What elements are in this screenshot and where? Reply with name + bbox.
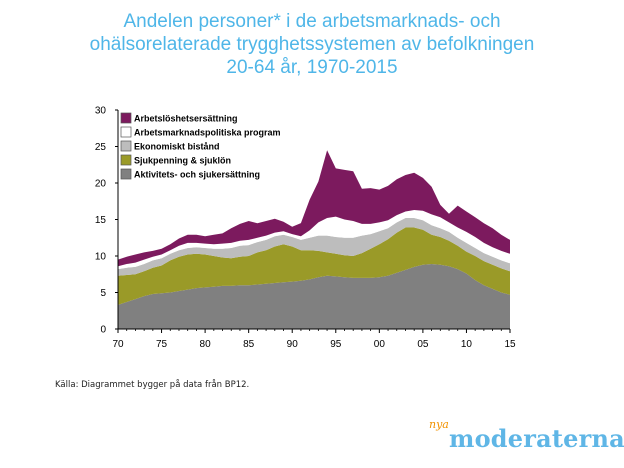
- y-tick-label: 15: [95, 215, 107, 226]
- legend-swatch-ekonomiskt-bist-nd: [121, 141, 131, 151]
- y-tick-label: 25: [95, 142, 107, 153]
- legend-swatch-sjukpenning-sjukl-n: [121, 155, 131, 165]
- legend-label-aktivitets-och-sjukers-ttning: Aktivitets- och sjukersättning: [134, 170, 260, 180]
- x-tick-label: 85: [243, 339, 255, 350]
- x-tick-label: 95: [330, 339, 342, 350]
- x-tick-label: 10: [461, 339, 473, 350]
- party-logo: nya moderaterna: [415, 418, 615, 462]
- legend-swatch-aktivitets-och-sjukers-ttning: [121, 169, 131, 179]
- legend-label-sjukpenning-sjukl-n: Sjukpenning & sjuklön: [134, 156, 231, 166]
- y-tick-label: 30: [95, 106, 107, 117]
- y-tick-label: 0: [100, 325, 106, 336]
- y-tick-label: 5: [100, 288, 106, 299]
- logo-wordmark: moderaterna: [449, 424, 624, 453]
- legend-label-arbetsmarknadspolitiska-program: Arbetsmarknadspolitiska program: [134, 128, 281, 138]
- logo-prefix: nya: [429, 418, 449, 431]
- stacked-area-chart: 05101520253070 75 80 85 90 95 00 05 10 15 Arbetsl…: [0, 0, 624, 468]
- y-tick-label: 20: [95, 179, 107, 190]
- x-tick-label: 05: [417, 339, 429, 350]
- source-note: Källa: Diagrammet bygger på data från BP…: [55, 380, 249, 390]
- legend-swatch-arbetsl-shetsers-ttning: [121, 113, 131, 123]
- legend-swatch-arbetsmarknadspolitiska-program: [121, 127, 131, 137]
- x-tick-label: 00: [374, 339, 386, 350]
- x-tick-label: 90: [287, 339, 299, 350]
- x-tick-label: 70: [112, 339, 124, 350]
- legend-label-ekonomiskt-bist-nd: Ekonomiskt bistånd: [134, 142, 220, 152]
- y-tick-label: 10: [95, 252, 107, 263]
- legend-label-arbetsl-shetsers-ttning: Arbetslöshetsersättning: [134, 114, 238, 124]
- chart-legend: Arbetslöshetsersättning Arbetsmarknadspol…: [121, 113, 281, 180]
- x-tick-label: 75: [156, 339, 168, 350]
- x-tick-label: 80: [200, 339, 212, 350]
- x-tick-label: 15: [504, 339, 516, 350]
